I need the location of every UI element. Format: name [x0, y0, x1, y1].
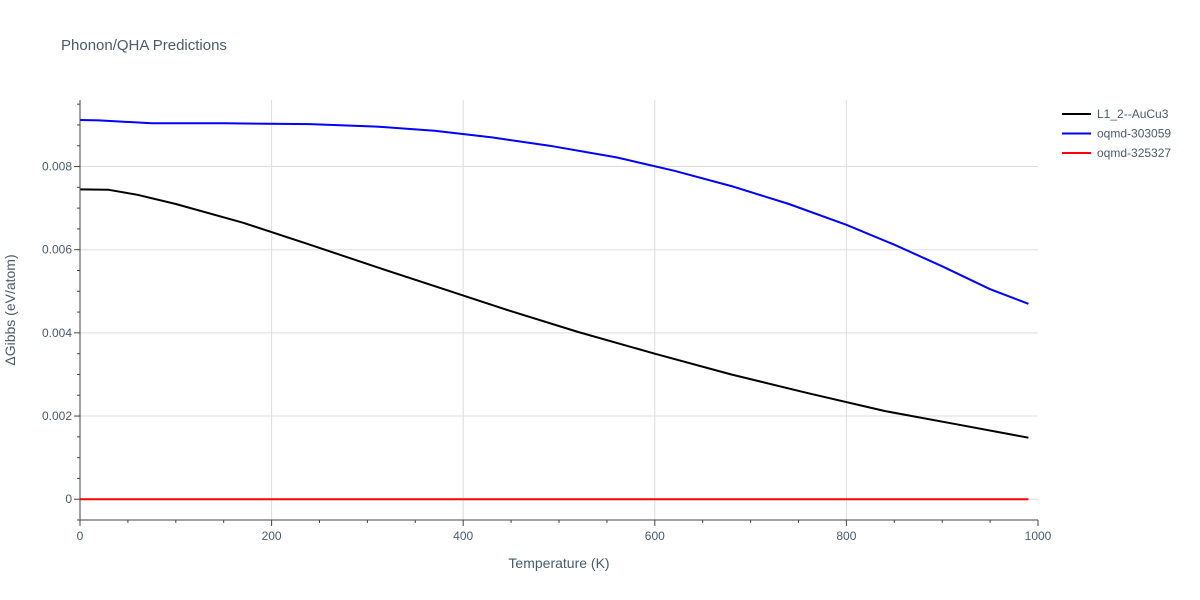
legend-label: oqmd-325327 [1097, 146, 1171, 160]
series-line-oqmd-303059 [79, 119, 1029, 305]
x-tick-label: 400 [453, 529, 473, 543]
grid [80, 100, 1038, 520]
plot-area [79, 119, 1029, 501]
y-tick-label: 0 [65, 492, 72, 506]
x-tick-label: 200 [262, 529, 282, 543]
y-tick-label: 0.008 [42, 160, 72, 174]
x-tick-label: 0 [77, 529, 84, 543]
y-axis-title: ΔGibbs (eV/atom) [2, 254, 18, 365]
chart-title: Phonon/QHA Predictions [61, 37, 227, 54]
y-tick-label: 0.004 [42, 326, 72, 340]
legend: L1_2--AuCu3 oqmd-303059 oqmd-325327 [1062, 107, 1171, 160]
legend-label: oqmd-303059 [1097, 127, 1171, 141]
y-tick-label: 0.002 [42, 409, 72, 423]
y-tick-label: 0.006 [42, 243, 72, 257]
x-tick-label: 800 [836, 529, 856, 543]
series-line-L1_2--AuCu3 [79, 188, 1029, 439]
legend-label: L1_2--AuCu3 [1097, 107, 1169, 121]
x-tick-label: 1000 [1025, 529, 1052, 543]
axes: 0 200 400 600 800 1000 0 0.002 0.004 0.006 0.008 [42, 100, 1052, 543]
x-axis-title: Temperature (K) [508, 555, 609, 571]
x-tick-label: 600 [645, 529, 665, 543]
